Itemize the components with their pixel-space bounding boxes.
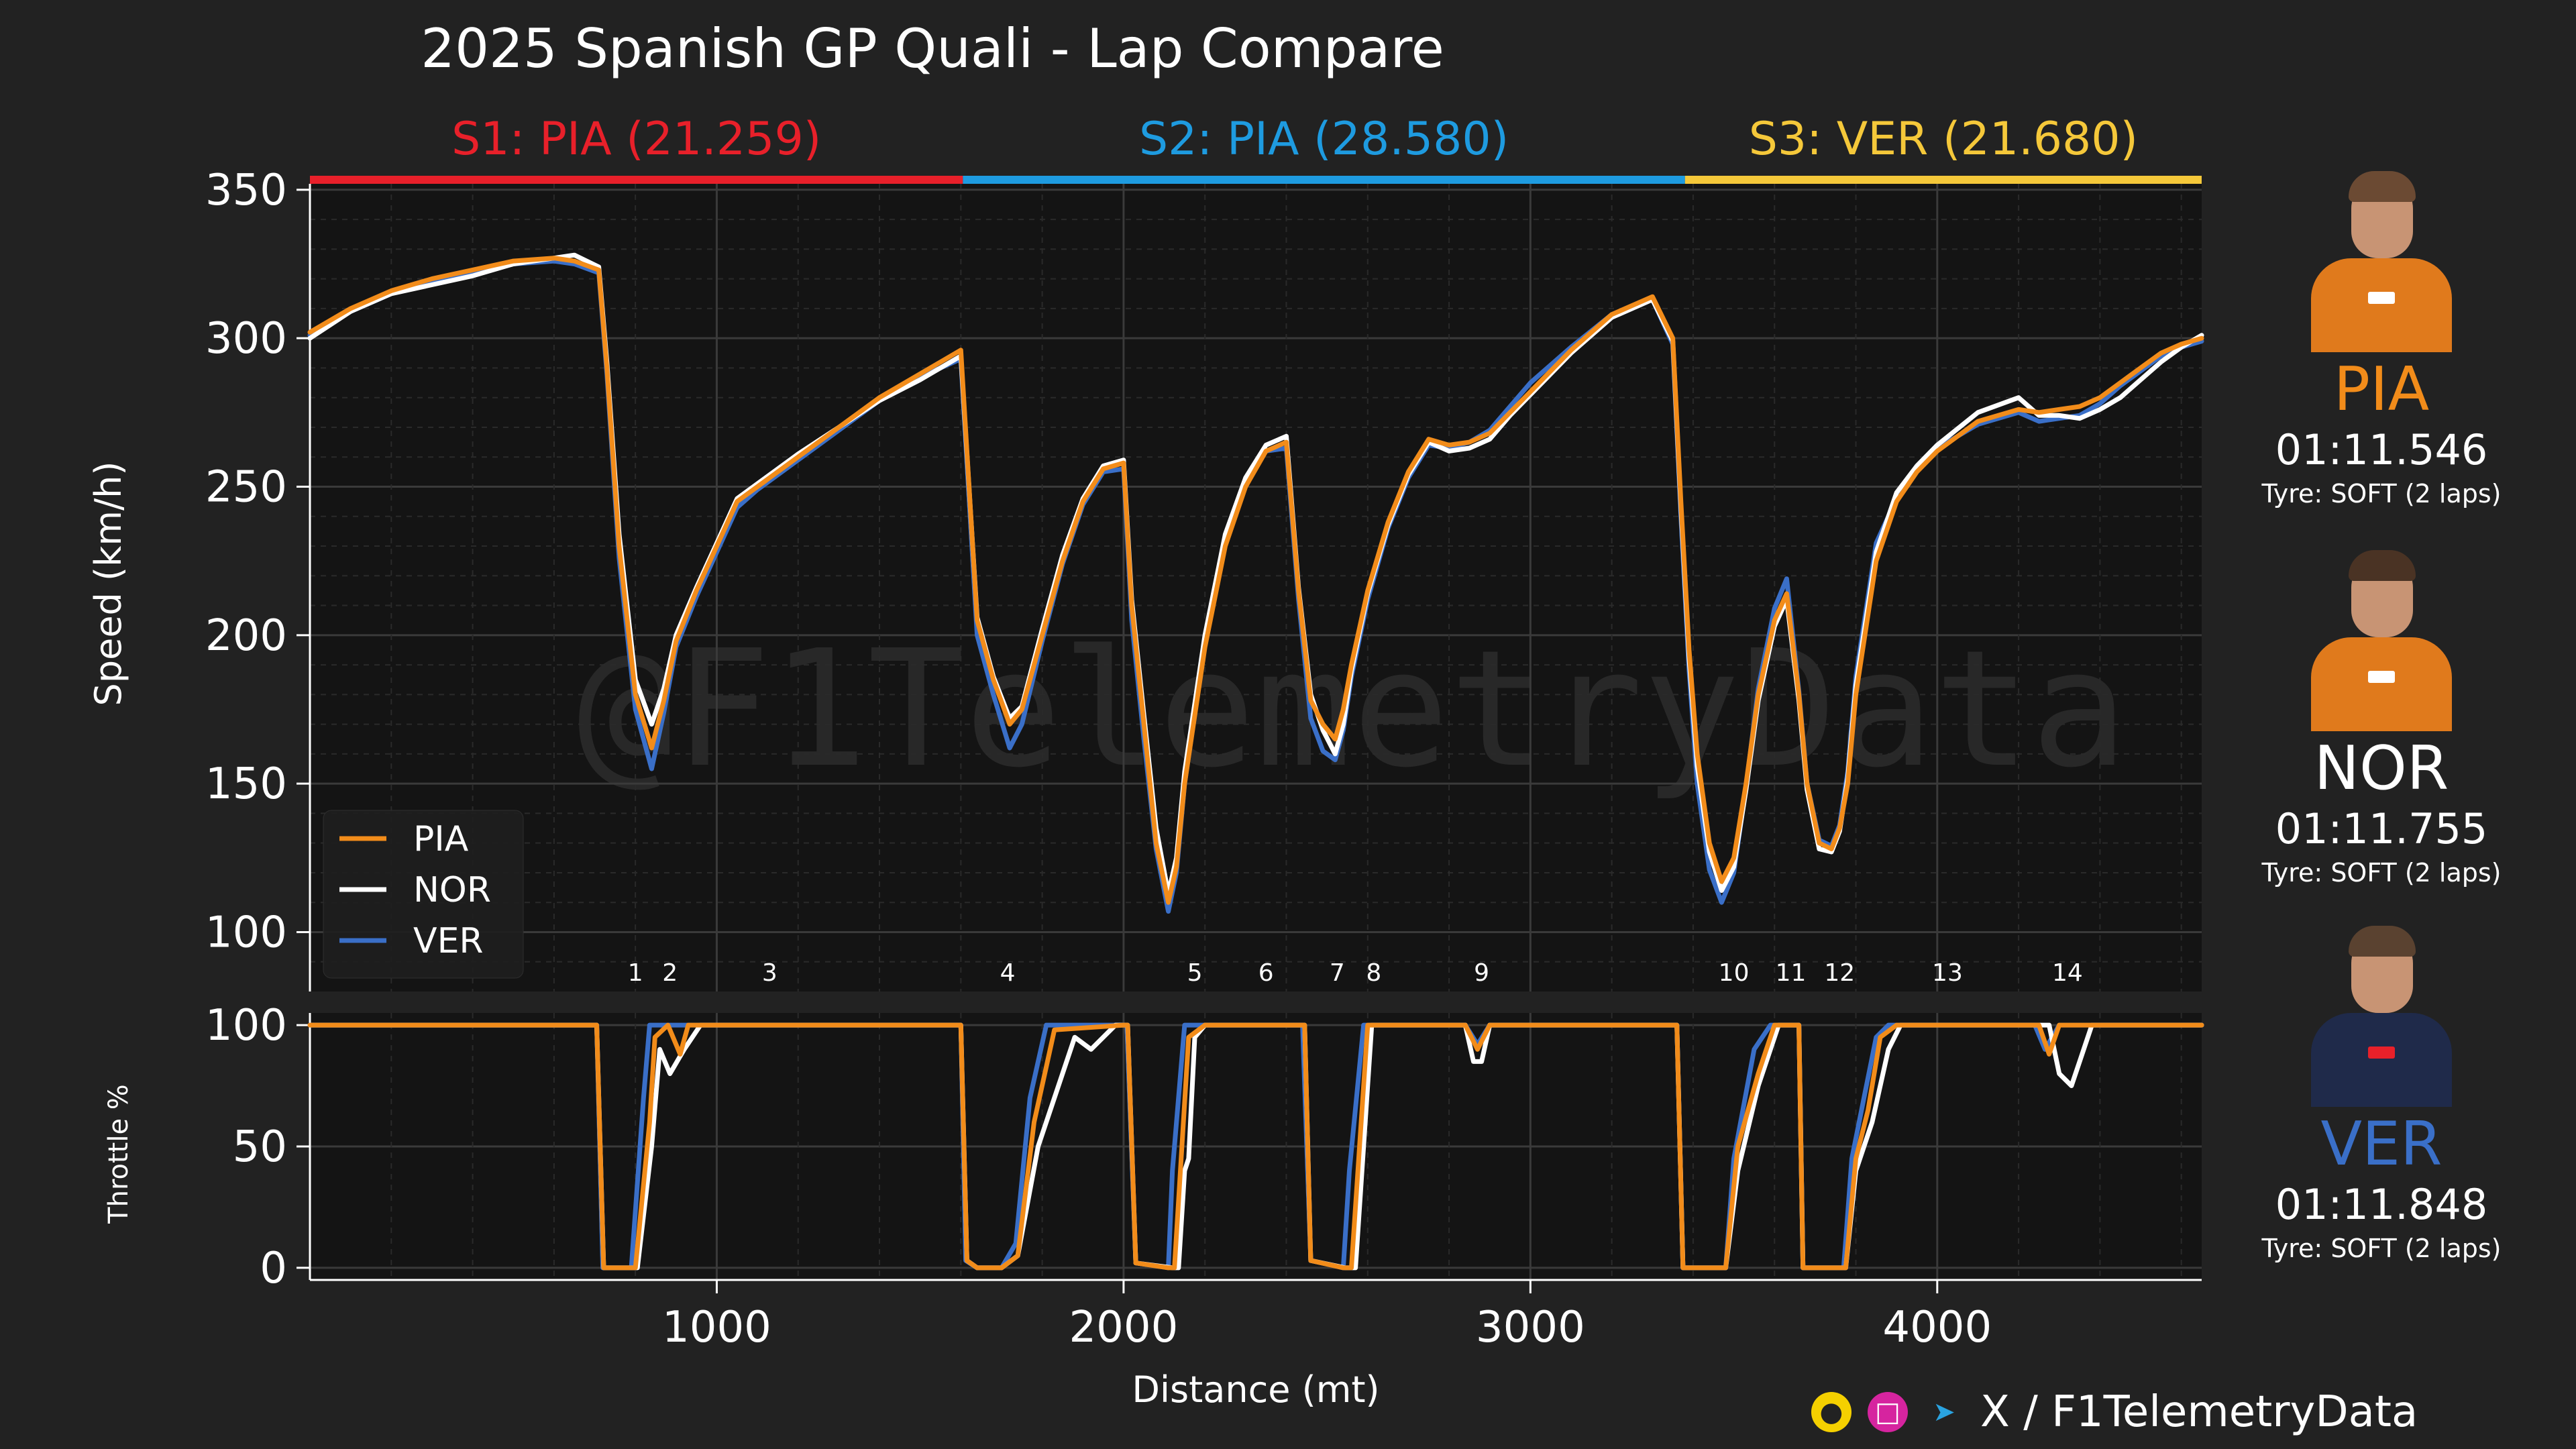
driver-code: VER <box>2320 1109 2443 1179</box>
driver-avatar-nor <box>2304 550 2459 731</box>
x-axis-title: Distance (mt) <box>1132 1368 1379 1411</box>
throttle-traces <box>307 1022 2204 1271</box>
x-tick-label: 2000 <box>1069 1303 1178 1352</box>
axes: 100 150 200 250 300 350 0 50 100 1000 2000 3000 4000 <box>205 166 2202 1352</box>
lap-time: 01:11.546 <box>2275 425 2488 474</box>
corner-label: 1 <box>628 959 643 987</box>
sector-label: S3: VER (21.680) <box>1749 113 2138 166</box>
tyre-info: Tyre: SOFT (2 laps) <box>2261 1234 2502 1263</box>
legend-label-pia: PIA <box>413 819 469 859</box>
corner-label: 8 <box>1366 959 1381 987</box>
driver-avatar-pia <box>2304 171 2459 352</box>
beer-icon[interactable]: ● <box>1811 1392 1851 1432</box>
driver-code: NOR <box>2314 733 2449 804</box>
y-tick-label: 350 <box>205 166 287 215</box>
corner-label: 2 <box>662 959 678 987</box>
x-tick-label: 4000 <box>1882 1303 1992 1352</box>
y-tick-label: 200 <box>205 611 287 661</box>
corner-label: 12 <box>1824 959 1855 987</box>
driver-card-ver: VER 01:11.848 Tyre: SOFT (2 laps) <box>2207 926 2556 1265</box>
sector-label: S2: PIA (28.580) <box>1139 113 1509 166</box>
corner-label: 5 <box>1187 959 1203 987</box>
telegram-icon[interactable]: ➤ <box>1933 1397 1955 1428</box>
driver-code: PIA <box>2333 354 2430 425</box>
throttle-tick-label: 0 <box>260 1244 287 1293</box>
watermark: @F1TelemetryData <box>577 615 2128 803</box>
y-tick-label: 300 <box>205 314 287 364</box>
corner-label: 10 <box>1719 959 1750 987</box>
corner-label: 14 <box>2052 959 2083 987</box>
driver-card-nor: NOR 01:11.755 Tyre: SOFT (2 laps) <box>2207 550 2556 890</box>
legend-label-nor: NOR <box>413 870 491 910</box>
y-tick-label: 100 <box>205 908 287 957</box>
corner-label: 9 <box>1474 959 1489 987</box>
lap-time: 01:11.848 <box>2275 1180 2488 1229</box>
corner-labels: 1 2 3 4 5 6 7 8 9 10 11 12 13 14 <box>628 959 2083 987</box>
speed-plot-area <box>310 184 2202 991</box>
chart-title: 2025 Spanish GP Quali - Lap Compare <box>421 17 1444 80</box>
lap-time: 01:11.755 <box>2275 804 2488 853</box>
driver-card-pia: PIA 01:11.546 Tyre: SOFT (2 laps) <box>2207 171 2556 511</box>
corner-label: 4 <box>1000 959 1016 987</box>
legend: PIA NOR VER <box>323 810 524 979</box>
social-footer: ● □ ➤ X / F1TelemetryData <box>1811 1382 2418 1442</box>
corner-label: 6 <box>1258 959 1274 987</box>
driver-avatar-ver <box>2304 926 2459 1107</box>
sector-label: S1: PIA (21.259) <box>451 113 821 166</box>
corner-label: 3 <box>762 959 777 987</box>
throttle-tick-label: 100 <box>205 1001 287 1051</box>
tyre-info: Tyre: SOFT (2 laps) <box>2261 858 2502 888</box>
social-handle[interactable]: X / F1TelemetryData <box>1980 1387 2418 1437</box>
corner-label: 13 <box>1932 959 1963 987</box>
throttle-axis-title: Throttle % <box>103 1084 134 1224</box>
legend-label-ver: VER <box>413 921 484 961</box>
instagram-icon[interactable]: □ <box>1868 1392 1908 1432</box>
legend-box <box>323 810 524 979</box>
throttle-line-pia <box>307 1022 2204 1271</box>
y-tick-label: 250 <box>205 463 287 513</box>
y-tick-label: 150 <box>205 759 287 809</box>
x-tick-label: 1000 <box>662 1303 771 1352</box>
corner-label: 11 <box>1776 959 1807 987</box>
y-axis-title: Speed (km/h) <box>87 462 129 706</box>
throttle-tick-label: 50 <box>233 1122 287 1172</box>
tyre-info: Tyre: SOFT (2 laps) <box>2261 479 2502 508</box>
corner-label: 7 <box>1330 959 1345 987</box>
speed-line-pia <box>307 256 2204 905</box>
speed-traces <box>307 252 2204 914</box>
x-tick-label: 3000 <box>1476 1303 1585 1352</box>
